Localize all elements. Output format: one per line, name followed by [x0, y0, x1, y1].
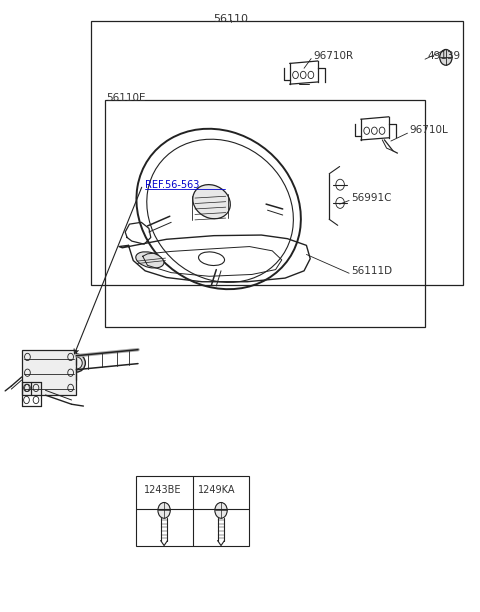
- Text: REF.56-563: REF.56-563: [145, 180, 200, 190]
- Bar: [91, 21, 463, 285]
- Text: 1243BE: 1243BE: [144, 485, 181, 494]
- Ellipse shape: [67, 354, 85, 372]
- Circle shape: [440, 50, 452, 65]
- Circle shape: [158, 502, 170, 518]
- Text: 56111D: 56111D: [351, 266, 393, 276]
- Text: 96710L: 96710L: [410, 125, 449, 135]
- Text: 56110: 56110: [213, 13, 248, 23]
- Bar: [22, 349, 76, 395]
- Ellipse shape: [71, 357, 82, 369]
- Ellipse shape: [136, 252, 164, 268]
- Text: 49139: 49139: [427, 51, 460, 61]
- Text: 56991C: 56991C: [351, 193, 392, 203]
- Text: 96710R: 96710R: [313, 51, 354, 61]
- Text: 56110E: 56110E: [106, 93, 146, 103]
- Circle shape: [215, 502, 227, 518]
- Bar: [105, 100, 425, 327]
- Ellipse shape: [193, 185, 230, 218]
- Text: 1249KA: 1249KA: [198, 485, 236, 494]
- Bar: [136, 476, 250, 545]
